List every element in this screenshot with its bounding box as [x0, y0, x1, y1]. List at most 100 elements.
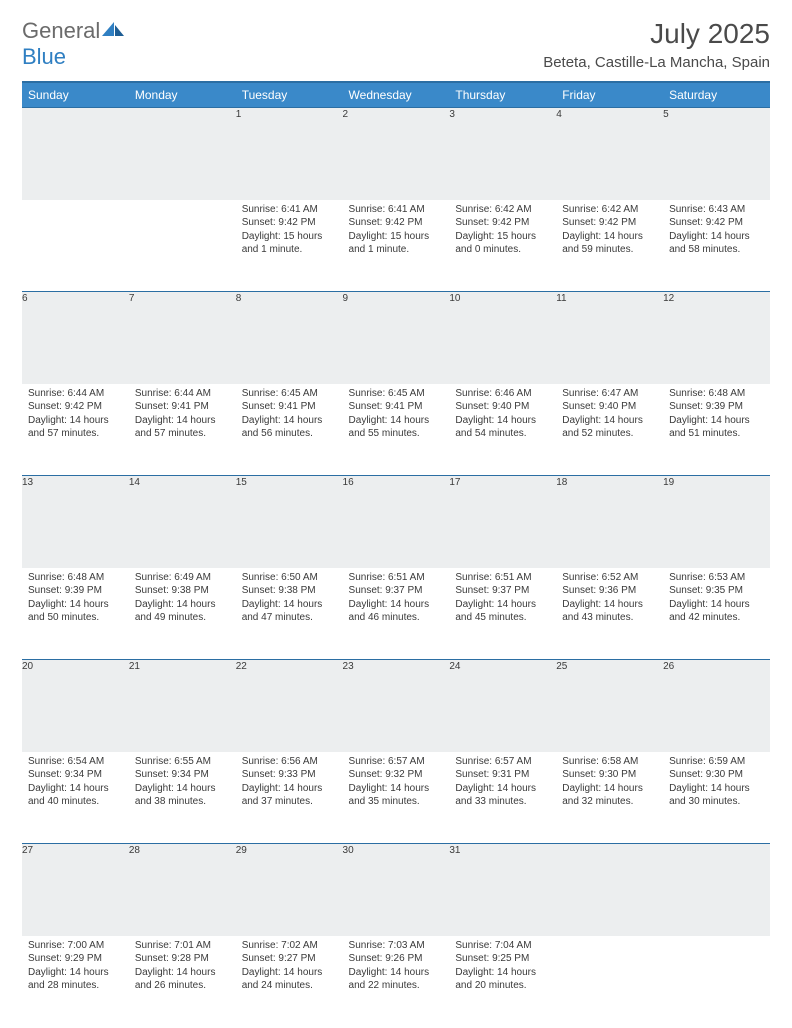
daylight-line: Daylight: 14 hours and 37 minutes.	[242, 782, 337, 809]
day-number-row: 13141516171819	[22, 476, 770, 568]
day-cell: Sunrise: 6:57 AMSunset: 9:31 PMDaylight:…	[449, 752, 556, 844]
sunrise-line: Sunrise: 6:54 AM	[28, 755, 123, 769]
day-number: 10	[449, 292, 556, 384]
sunset-line: Sunset: 9:42 PM	[28, 400, 123, 414]
day-cell: Sunrise: 6:56 AMSunset: 9:33 PMDaylight:…	[236, 752, 343, 844]
sunset-line: Sunset: 9:42 PM	[242, 216, 337, 230]
sunrise-line: Sunrise: 6:42 AM	[562, 203, 657, 217]
day-cell: Sunrise: 6:57 AMSunset: 9:32 PMDaylight:…	[343, 752, 450, 844]
day-number: 14	[129, 476, 236, 568]
sunrise-line: Sunrise: 6:44 AM	[28, 387, 123, 401]
day-cell: Sunrise: 7:01 AMSunset: 9:28 PMDaylight:…	[129, 936, 236, 1028]
daylight-line: Daylight: 14 hours and 45 minutes.	[455, 598, 550, 625]
sunset-line: Sunset: 9:31 PM	[455, 768, 550, 782]
day-cell	[129, 200, 236, 292]
day-cell	[663, 936, 770, 1028]
daylight-line: Daylight: 14 hours and 40 minutes.	[28, 782, 123, 809]
sunset-line: Sunset: 9:42 PM	[562, 216, 657, 230]
daylight-line: Daylight: 14 hours and 56 minutes.	[242, 414, 337, 441]
day-number: 21	[129, 660, 236, 752]
daylight-line: Daylight: 14 hours and 24 minutes.	[242, 966, 337, 993]
weekday-header: Friday	[556, 82, 663, 108]
sunrise-line: Sunrise: 6:42 AM	[455, 203, 550, 217]
sunrise-line: Sunrise: 6:49 AM	[135, 571, 230, 585]
day-cell: Sunrise: 6:43 AMSunset: 9:42 PMDaylight:…	[663, 200, 770, 292]
sunset-line: Sunset: 9:40 PM	[562, 400, 657, 414]
day-number: 7	[129, 292, 236, 384]
day-number: 6	[22, 292, 129, 384]
day-number: 27	[22, 844, 129, 936]
daylight-line: Daylight: 14 hours and 47 minutes.	[242, 598, 337, 625]
day-content-row: Sunrise: 6:48 AMSunset: 9:39 PM Daylight:…	[22, 568, 770, 660]
daylight-line: Daylight: 14 hours and 57 minutes.	[28, 414, 123, 441]
sunrise-line: Sunrise: 6:57 AM	[349, 755, 444, 769]
day-number: 8	[236, 292, 343, 384]
sunset-line: Sunset: 9:41 PM	[242, 400, 337, 414]
sunrise-line: Sunrise: 6:59 AM	[669, 755, 764, 769]
weekday-header: Thursday	[449, 82, 556, 108]
sunrise-line: Sunrise: 7:04 AM	[455, 939, 550, 953]
logo-text: General Blue	[22, 18, 126, 70]
day-cell: Sunrise: 6:45 AMSunset: 9:41 PMDaylight:…	[236, 384, 343, 476]
daylight-line: Daylight: 14 hours and 43 minutes.	[562, 598, 657, 625]
sunset-line: Sunset: 9:29 PM	[28, 952, 123, 966]
weekday-header: Monday	[129, 82, 236, 108]
sunrise-line: Sunrise: 6:46 AM	[455, 387, 550, 401]
sunrise-line: Sunrise: 6:53 AM	[669, 571, 764, 585]
sunrise-line: Sunrise: 6:43 AM	[669, 203, 764, 217]
day-number-row: 20212223242526	[22, 660, 770, 752]
title-block: July 2025 Beteta, Castille-La Mancha, Sp…	[543, 18, 770, 71]
day-content-row: Sunrise: 6:44 AMSunset: 9:42 PMDaylight:…	[22, 384, 770, 476]
sunset-line: Sunset: 9:39 PM	[28, 584, 123, 598]
sunrise-line: Sunrise: 6:41 AM	[242, 203, 337, 217]
weekday-header: Wednesday	[343, 82, 450, 108]
day-number: 11	[556, 292, 663, 384]
daylight-line: Daylight: 14 hours and 38 minutes.	[135, 782, 230, 809]
sunset-line: Sunset: 9:25 PM	[455, 952, 550, 966]
day-cell: Sunrise: 6:49 AMSunset: 9:38 PMDaylight:…	[129, 568, 236, 660]
day-cell: Sunrise: 6:51 AMSunset: 9:37 PMDaylight:…	[343, 568, 450, 660]
daylight-line: Daylight: 14 hours and 22 minutes.	[349, 966, 444, 993]
day-cell: Sunrise: 6:46 AMSunset: 9:40 PMDaylight:…	[449, 384, 556, 476]
day-number: 26	[663, 660, 770, 752]
weekday-header: Sunday	[22, 82, 129, 108]
day-number: 30	[343, 844, 450, 936]
day-number-row: 6789101112	[22, 292, 770, 384]
day-content-row: Sunrise: 7:00 AMSunset: 9:29 PMDaylight:…	[22, 936, 770, 1028]
sunset-line: Sunset: 9:30 PM	[669, 768, 764, 782]
day-number-row: 12345	[22, 108, 770, 200]
daylight-line: Daylight: 15 hours and 1 minute.	[349, 230, 444, 257]
daylight-line: Daylight: 14 hours and 49 minutes.	[135, 598, 230, 625]
sunrise-line: Sunrise: 6:45 AM	[242, 387, 337, 401]
day-number: 4	[556, 108, 663, 200]
sunset-line: Sunset: 9:40 PM	[455, 400, 550, 414]
header: General Blue July 2025 Beteta, Castille-…	[22, 18, 770, 71]
day-number: 9	[343, 292, 450, 384]
sunset-line: Sunset: 9:27 PM	[242, 952, 337, 966]
day-cell: Sunrise: 6:53 AMSunset: 9:35 PMDaylight:…	[663, 568, 770, 660]
day-number: 31	[449, 844, 556, 936]
daylight-line: Daylight: 14 hours and 30 minutes.	[669, 782, 764, 809]
weekday-header-row: SundayMondayTuesdayWednesdayThursdayFrid…	[22, 82, 770, 108]
sunrise-line: Sunrise: 6:44 AM	[135, 387, 230, 401]
logo-sail-icon	[100, 20, 126, 38]
day-content-row: Sunrise: 6:41 AMSunset: 9:42 PMDaylight:…	[22, 200, 770, 292]
sunset-line: Sunset: 9:42 PM	[455, 216, 550, 230]
day-number: 29	[236, 844, 343, 936]
sunset-line: Sunset: 9:30 PM	[562, 768, 657, 782]
day-number	[22, 108, 129, 200]
day-cell: Sunrise: 6:44 AMSunset: 9:41 PMDaylight:…	[129, 384, 236, 476]
sunrise-line: Sunrise: 6:51 AM	[455, 571, 550, 585]
day-cell: Sunrise: 7:03 AMSunset: 9:26 PMDaylight:…	[343, 936, 450, 1028]
day-cell: Sunrise: 7:04 AMSunset: 9:25 PMDaylight:…	[449, 936, 556, 1028]
daylight-line: Daylight: 14 hours and 32 minutes.	[562, 782, 657, 809]
sunset-line: Sunset: 9:42 PM	[349, 216, 444, 230]
day-number: 19	[663, 476, 770, 568]
sunrise-line: Sunrise: 6:50 AM	[242, 571, 337, 585]
day-number: 16	[343, 476, 450, 568]
weekday-header: Tuesday	[236, 82, 343, 108]
day-cell: Sunrise: 6:52 AMSunset: 9:36 PMDaylight:…	[556, 568, 663, 660]
day-cell: Sunrise: 6:42 AMSunset: 9:42 PMDaylight:…	[449, 200, 556, 292]
sunrise-line: Sunrise: 6:48 AM	[28, 571, 123, 585]
sunrise-line: Sunrise: 6:51 AM	[349, 571, 444, 585]
